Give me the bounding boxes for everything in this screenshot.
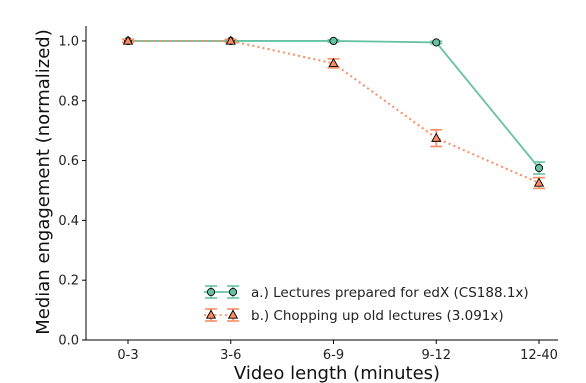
y-tick-label: 0.8 [58, 94, 79, 109]
data-point-triangle [431, 132, 442, 142]
x-axis-label: Video length (minutes) [234, 363, 440, 383]
legend-marker [228, 287, 238, 297]
y-tick-label: 0.6 [58, 154, 79, 169]
data-point-circle [534, 163, 544, 173]
data-point-triangle [328, 57, 339, 68]
legend-entry-a: a.) Lectures prepared for edX (CS188.1x) [204, 285, 529, 301]
legend-label: b.) Chopping up old lectures (3.091x) [251, 308, 504, 324]
y-tick-label: 0.4 [58, 214, 79, 229]
data-point-triangle [533, 177, 545, 187]
series-b [122, 35, 545, 190]
series-layer [122, 35, 545, 190]
x-tick-label: 6-9 [323, 348, 344, 363]
x-tick-label: 3-6 [220, 348, 241, 363]
y-tick-label: 0.2 [58, 274, 79, 289]
y-axis-label: Median engagement (normalized) [33, 29, 54, 335]
legend-entry-b: b.) Chopping up old lectures (3.091x) [204, 308, 504, 324]
data-point-circle [432, 38, 441, 47]
series-a [122, 36, 545, 175]
data-point-triangle [122, 35, 134, 45]
legend-marker [205, 309, 217, 319]
series-line [128, 39, 540, 184]
x-tick-label: 0-3 [117, 348, 138, 363]
y-tick-label: 0.0 [58, 334, 79, 349]
legend-label: a.) Lectures prepared for edX (CS188.1x) [251, 285, 529, 301]
legend-marker [206, 287, 216, 297]
data-point-circle [329, 36, 338, 46]
y-tick-label: 1.0 [58, 34, 79, 49]
axes: 0.0 0.2 0.4 0.6 0.8 1.0 0-3 3-6 6-9 9-12 12-40 [58, 26, 558, 363]
legend-marker [227, 309, 239, 319]
x-tick-label: 12-40 [520, 348, 558, 363]
x-tick-label: 9-12 [421, 348, 451, 363]
data-point-triangle [225, 35, 236, 45]
legend: a.) Lectures prepared for edX (CS188.1x)… [204, 285, 529, 324]
